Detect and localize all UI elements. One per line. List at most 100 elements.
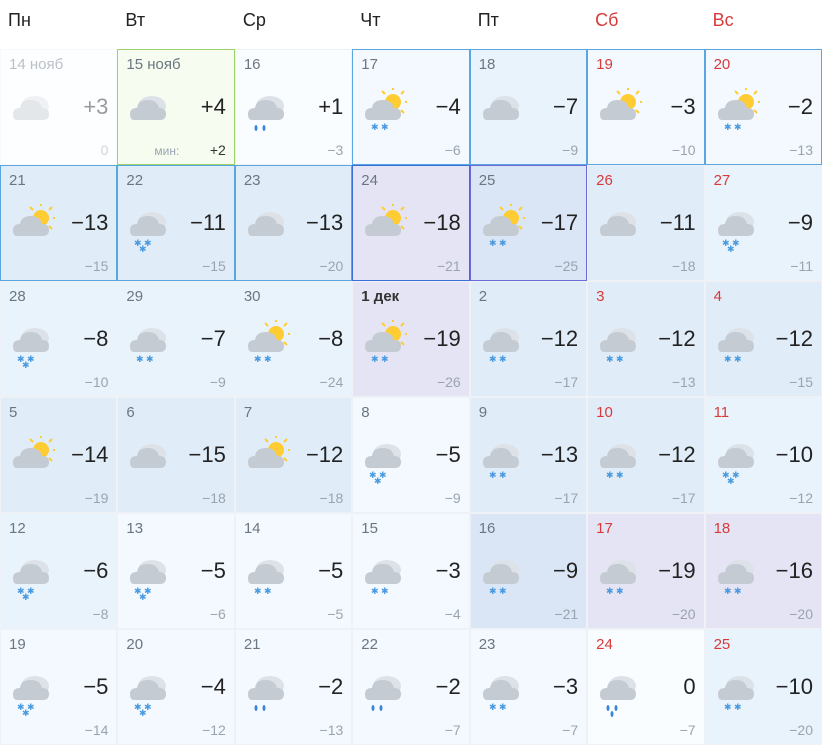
svg-text:✱: ✱ (606, 470, 614, 480)
day-cell[interactable]: 17✱✱−19−20 (587, 513, 704, 629)
day-cell[interactable]: 1 дек✱✱−19−26 (352, 281, 469, 397)
date-label: 27 (714, 172, 731, 189)
temp-low: −13 (320, 722, 344, 738)
date-label: 7 (244, 404, 252, 421)
day-cell[interactable]: 27✱✱✱−9−11 (705, 165, 822, 281)
day-cell[interactable]: 15✱✱−3−4 (352, 513, 469, 629)
day-cell[interactable]: 23−13−20 (235, 165, 352, 281)
svg-text:✱: ✱ (489, 354, 497, 364)
svg-text:✱: ✱ (489, 702, 497, 712)
day-cell[interactable]: 8✱✱✱−5−9 (352, 397, 469, 513)
cloudy-snow2-icon: ✱✱ (477, 320, 525, 368)
temp-low: −9 (445, 490, 461, 506)
date-label: 13 (126, 520, 143, 537)
day-cell[interactable]: 22✱✱✱−11−15 (117, 165, 234, 281)
date-label: 18 (714, 520, 731, 537)
day-cell[interactable]: 18✱✱−16−20 (705, 513, 822, 629)
day-cell[interactable]: 20✱✱✱−4−12 (117, 629, 234, 745)
temp-high: −3 (436, 558, 461, 584)
svg-text:✱: ✱ (734, 354, 742, 364)
day-cell[interactable]: 13✱✱✱−5−6 (117, 513, 234, 629)
day-cell[interactable]: 2✱✱−12−17 (470, 281, 587, 397)
day-cell[interactable]: 6−15−18 (117, 397, 234, 513)
date-label: 14 (244, 520, 261, 537)
day-cell[interactable]: 19−3−10 (587, 49, 704, 165)
day-cell[interactable]: 18−7−9 (470, 49, 587, 165)
day-cell[interactable]: 5−14−19 (0, 397, 117, 513)
day-cell[interactable]: 15 нояб+4мин:+2 (117, 49, 234, 165)
day-cell[interactable]: 25✱✱−17−25 (470, 165, 587, 281)
day-cell[interactable]: 24−18−21 (352, 165, 469, 281)
svg-text:✱: ✱ (489, 470, 497, 480)
day-cell[interactable]: 21−2−13 (235, 629, 352, 745)
date-label: 23 (244, 172, 261, 189)
temp-low: −18 (672, 258, 696, 274)
svg-text:✱: ✱ (606, 586, 614, 596)
svg-text:✱: ✱ (139, 244, 147, 254)
weekday-header: Ср (235, 0, 352, 49)
temp-high: +4 (201, 94, 226, 120)
day-cell[interactable]: 16✱✱−9−21 (470, 513, 587, 629)
cloudy-snow2-icon: ✱✱ (712, 552, 760, 600)
day-cell[interactable]: 25✱✱−10−20 (705, 629, 822, 745)
day-cell[interactable]: 29✱✱−7−9 (117, 281, 234, 397)
cloudy-rain-icon (242, 88, 290, 136)
temp-high: −12 (306, 442, 343, 468)
temp-low: −19 (85, 490, 109, 506)
date-label: 22 (126, 172, 143, 189)
cloudy-snow2-icon: ✱✱ (712, 668, 760, 716)
temp-high: −18 (423, 210, 460, 236)
svg-text:✱: ✱ (499, 238, 507, 248)
date-label: 4 (714, 288, 722, 305)
day-cell[interactable]: 7−12−18 (235, 397, 352, 513)
temp-high: −5 (436, 442, 461, 468)
temp-high: −5 (201, 558, 226, 584)
svg-text:✱: ✱ (616, 586, 624, 596)
day-cell[interactable]: 14✱✱−5−5 (235, 513, 352, 629)
day-cell[interactable]: 14 нояб+30 (0, 49, 117, 165)
temp-high: −8 (318, 326, 343, 352)
day-cell[interactable]: 19✱✱✱−5−14 (0, 629, 117, 745)
day-cell[interactable]: 22−2−7 (352, 629, 469, 745)
day-cell[interactable]: 4✱✱−12−15 (705, 281, 822, 397)
temp-low: −10 (672, 142, 696, 158)
date-label: 21 (9, 172, 26, 189)
temp-high: −5 (83, 674, 108, 700)
day-cell[interactable]: 17✱✱−4−6 (352, 49, 469, 165)
partly-icon (7, 204, 55, 252)
day-cell[interactable]: 30✱✱−8−24 (235, 281, 352, 397)
cloudy-snow2-icon: ✱✱ (477, 668, 525, 716)
temp-low: −20 (789, 606, 813, 622)
weekday-header: Пн (0, 0, 117, 49)
day-cell[interactable]: 28✱✱✱−8−10 (0, 281, 117, 397)
day-cell[interactable]: 3✱✱−12−13 (587, 281, 704, 397)
temp-low: −20 (672, 606, 696, 622)
temp-low: −6 (210, 606, 226, 622)
day-cell[interactable]: 11✱✱✱−10−12 (705, 397, 822, 513)
day-cell[interactable]: 240−7 (587, 629, 704, 745)
day-cell[interactable]: 10✱✱−12−17 (587, 397, 704, 513)
day-cell[interactable]: 12✱✱✱−6−8 (0, 513, 117, 629)
svg-text:✱: ✱ (254, 586, 262, 596)
date-label: 19 (9, 636, 26, 653)
day-cell[interactable]: 23✱✱−3−7 (470, 629, 587, 745)
temp-low: −17 (672, 490, 696, 506)
svg-text:✱: ✱ (734, 122, 742, 132)
day-cell[interactable]: 9✱✱−13−17 (470, 397, 587, 513)
day-cell[interactable]: 20✱✱−2−13 (705, 49, 822, 165)
temp-low: −13 (789, 142, 813, 158)
cloudy-snow2-icon: ✱✱ (477, 436, 525, 484)
day-cell[interactable]: 21−13−15 (0, 165, 117, 281)
cloudy-snow2-icon: ✱✱ (712, 320, 760, 368)
temp-low: −9 (210, 374, 226, 390)
temp-low: −9 (562, 142, 578, 158)
cloudy-snow3-icon: ✱✱✱ (712, 436, 760, 484)
temp-high: −7 (201, 326, 226, 352)
day-cell[interactable]: 16+1−3 (235, 49, 352, 165)
temp-low: −7 (445, 722, 461, 738)
day-cell[interactable]: 26−11−18 (587, 165, 704, 281)
date-label: 24 (596, 636, 613, 653)
cloudy-snow3-icon: ✱✱✱ (124, 204, 172, 252)
cloudy-snow2-icon: ✱✱ (124, 320, 172, 368)
temp-high: −10 (776, 442, 813, 468)
